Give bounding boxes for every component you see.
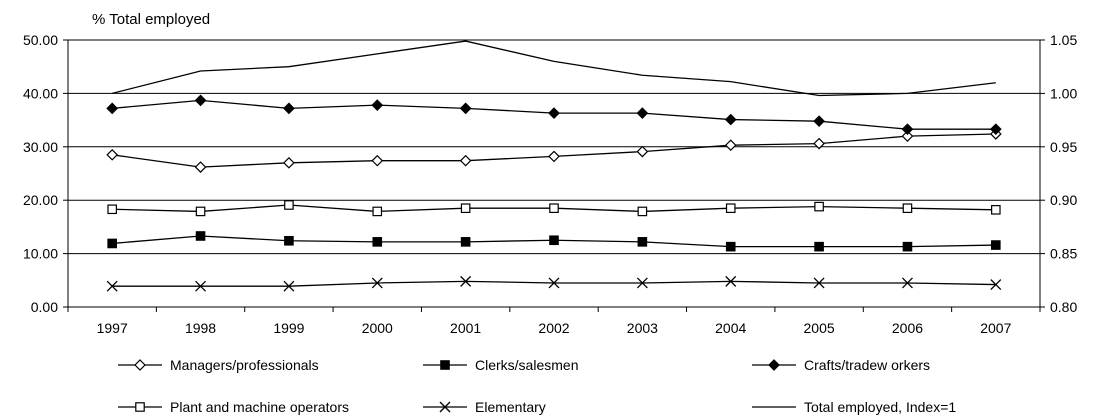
data-point	[724, 113, 737, 126]
legend-item: Crafts/tradew orkers	[752, 357, 930, 373]
data-point	[459, 154, 472, 167]
legend-label: Clerks/salesmen	[475, 357, 578, 373]
data-point	[549, 203, 559, 214]
legend-item: Clerks/salesmen	[423, 357, 578, 373]
y-left-tick-label: 20.00	[23, 192, 58, 208]
data-point	[107, 204, 117, 215]
y-right-tick-label: 1.05	[1050, 32, 1077, 48]
data-point	[636, 145, 649, 158]
data-point	[814, 241, 824, 252]
data-point	[107, 238, 117, 249]
data-point	[989, 123, 1002, 136]
data-point	[813, 137, 825, 150]
data-point	[990, 279, 1002, 291]
data-point	[548, 150, 560, 163]
y-left-tick-label: 10.00	[23, 246, 58, 262]
data-point	[548, 107, 560, 120]
data-point	[284, 200, 294, 210]
data-point	[814, 201, 824, 212]
data-point	[636, 277, 648, 289]
legend-label: Crafts/tradew orkers	[804, 357, 930, 373]
x-tick-label: 2007	[980, 320, 1011, 336]
data-point	[991, 240, 1001, 250]
data-point	[106, 102, 119, 115]
data-point	[901, 123, 914, 136]
legend-marker	[134, 359, 146, 371]
data-point	[901, 277, 913, 289]
y-left-tick-label: 40.00	[23, 85, 58, 101]
data-point	[284, 235, 294, 246]
data-point	[636, 107, 649, 120]
data-point	[194, 94, 207, 107]
data-point	[637, 206, 648, 217]
legend-item: Elementary	[423, 399, 546, 415]
data-point	[813, 115, 825, 128]
legend-label: Total employed, Index=1	[804, 399, 956, 415]
data-point	[195, 280, 207, 292]
x-tick-label: 2004	[715, 320, 746, 336]
data-point	[460, 275, 472, 287]
data-point	[725, 275, 737, 287]
data-point	[371, 99, 384, 111]
series-line-5	[112, 40, 996, 97]
legend-marker	[439, 401, 451, 413]
data-point	[106, 280, 118, 292]
y-left-tick-label: 50.00	[23, 32, 58, 48]
data-point	[813, 277, 825, 289]
x-tick-label: 1997	[97, 320, 128, 336]
x-tick-label: 2002	[538, 320, 569, 336]
legend-item: Plant and machine operators	[118, 399, 349, 415]
data-point	[371, 277, 383, 289]
data-point	[194, 161, 207, 173]
data-point	[991, 205, 1001, 215]
plot-area: 0.00 10.00 20.00 30.00 40.00 50.00 0.80 0.85 0.9…	[23, 32, 1078, 336]
y-right-tick-label: 0.85	[1050, 246, 1077, 262]
legend-label: Elementary	[475, 399, 546, 415]
data-point	[901, 130, 914, 142]
data-point	[725, 203, 736, 214]
data-point	[902, 241, 913, 252]
data-point	[372, 206, 383, 217]
x-tick-label: 1998	[185, 320, 216, 336]
data-point	[283, 102, 295, 115]
data-point	[724, 139, 737, 152]
legend-item: Total employed, Index=1	[752, 399, 956, 415]
legend-marker	[440, 360, 450, 370]
data-point	[283, 280, 295, 292]
x-tick-label: 2006	[892, 320, 923, 336]
data-point	[725, 241, 736, 252]
data-point	[371, 154, 384, 167]
legend-item: Managers/professionals	[118, 357, 319, 373]
x-tick-label: 1999	[273, 320, 304, 336]
y-right-tick-label: 1.00	[1050, 85, 1077, 101]
data-point	[283, 156, 295, 169]
legend: Managers/professionals Clerks/salesmen Cra…	[118, 357, 956, 415]
y-left-tick-label: 30.00	[23, 139, 58, 155]
data-point	[548, 277, 560, 289]
x-tick-label: 2001	[450, 320, 481, 336]
data-point	[460, 237, 471, 247]
data-point	[195, 231, 206, 241]
legend-marker	[768, 359, 780, 371]
y-left-tick-label: 0.00	[31, 299, 58, 315]
data-point	[902, 203, 913, 214]
unit-label: % Total employed	[92, 11, 210, 28]
data-point	[372, 237, 383, 247]
legend-marker	[135, 402, 145, 412]
data-point	[106, 148, 119, 161]
x-tick-label: 2003	[627, 320, 658, 336]
data-point	[637, 237, 648, 247]
y-right-tick-label: 0.80	[1050, 299, 1077, 315]
data-point	[549, 235, 559, 246]
data-point	[460, 203, 471, 214]
y-right-tick-label: 0.90	[1050, 192, 1077, 208]
x-tick-label: 2005	[804, 320, 835, 336]
data-point	[195, 206, 206, 217]
data-point	[459, 102, 472, 115]
legend-label: Plant and machine operators	[170, 399, 349, 415]
x-tick-label: 2000	[362, 320, 393, 336]
legend-label: Managers/professionals	[170, 357, 319, 373]
y-right-tick-label: 0.95	[1050, 139, 1077, 155]
